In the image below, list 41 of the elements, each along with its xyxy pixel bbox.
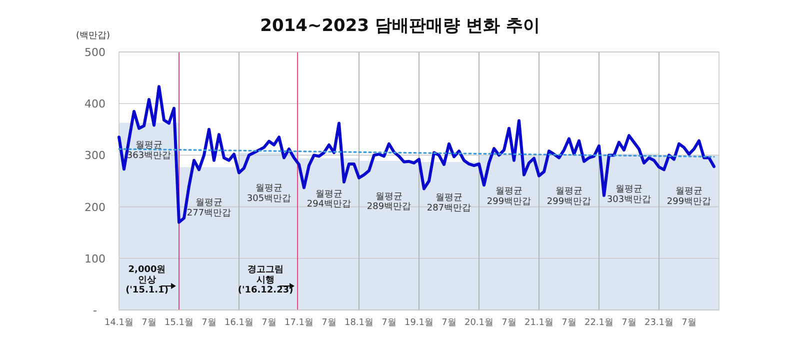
x-tick-label: 7월 (682, 318, 696, 328)
annotation: 월평균 289백만갑 (366, 192, 412, 212)
y-tick-label: 100 (84, 252, 106, 266)
x-tick-label: 7월 (442, 318, 456, 328)
x-tick-label: 7월 (202, 318, 216, 328)
annotation: 월평균 305백만갑 (246, 184, 292, 204)
line-series (118, 85, 716, 224)
x-tick-label: 19.1월 (404, 318, 434, 328)
y-tick-label: 400 (84, 98, 106, 111)
ref-line-label: 2,000원 인상 ('15.1.1) (126, 265, 168, 296)
x-tick-label: 21.1월 (524, 318, 554, 328)
x-tick-label: 20.1월 (464, 318, 494, 328)
x-tick-label: 15.1월 (164, 318, 194, 328)
annotation: 월평균 287백만갑 (426, 192, 472, 214)
x-tick-label: 7월 (142, 318, 156, 328)
x-tick-label: 18.1월 (344, 318, 374, 328)
annotation: 월평균 303백만갑 (606, 184, 652, 205)
y-tick-label: - (93, 304, 98, 317)
x-tick-label: 7월 (562, 318, 576, 328)
y-tick-label: 500 (84, 46, 106, 59)
ref-line-label: 경고그림 시행 ('16.12.23) (238, 265, 294, 296)
annotation: 월평균 363백만갑 (126, 140, 172, 162)
chart-title: 2014~2023 담배판매량 변화 추이 (260, 16, 540, 36)
annotation: 월평균 299백만갑 (666, 186, 712, 208)
x-tick-label: 7월 (382, 318, 396, 328)
y-tick-label: 300 (84, 149, 106, 162)
x-tick-label: 7월 (262, 318, 276, 328)
annotation: 월평균 294백만갑 (306, 189, 352, 210)
annotation: 월평균 277백만갑 (186, 198, 232, 218)
annotation: 월평균 299백만갑 (546, 186, 592, 208)
x-tick-label: 23.1월 (644, 318, 674, 328)
x-tick-label: 7월 (322, 318, 336, 328)
y-axis-title: (백만갑) (76, 31, 110, 41)
x-tick-label: 7월 (622, 318, 636, 328)
annotation: 월평균 299백만갑 (486, 186, 532, 208)
x-tick-label: 22.1월 (584, 318, 614, 328)
x-tick-label: 7월 (502, 318, 516, 328)
x-tick-label: 14.1월 (104, 318, 134, 328)
y-tick-label: 200 (84, 200, 106, 214)
x-tick-label: 16.1월 (224, 318, 254, 328)
x-tick-label: 17.1월 (284, 318, 314, 328)
